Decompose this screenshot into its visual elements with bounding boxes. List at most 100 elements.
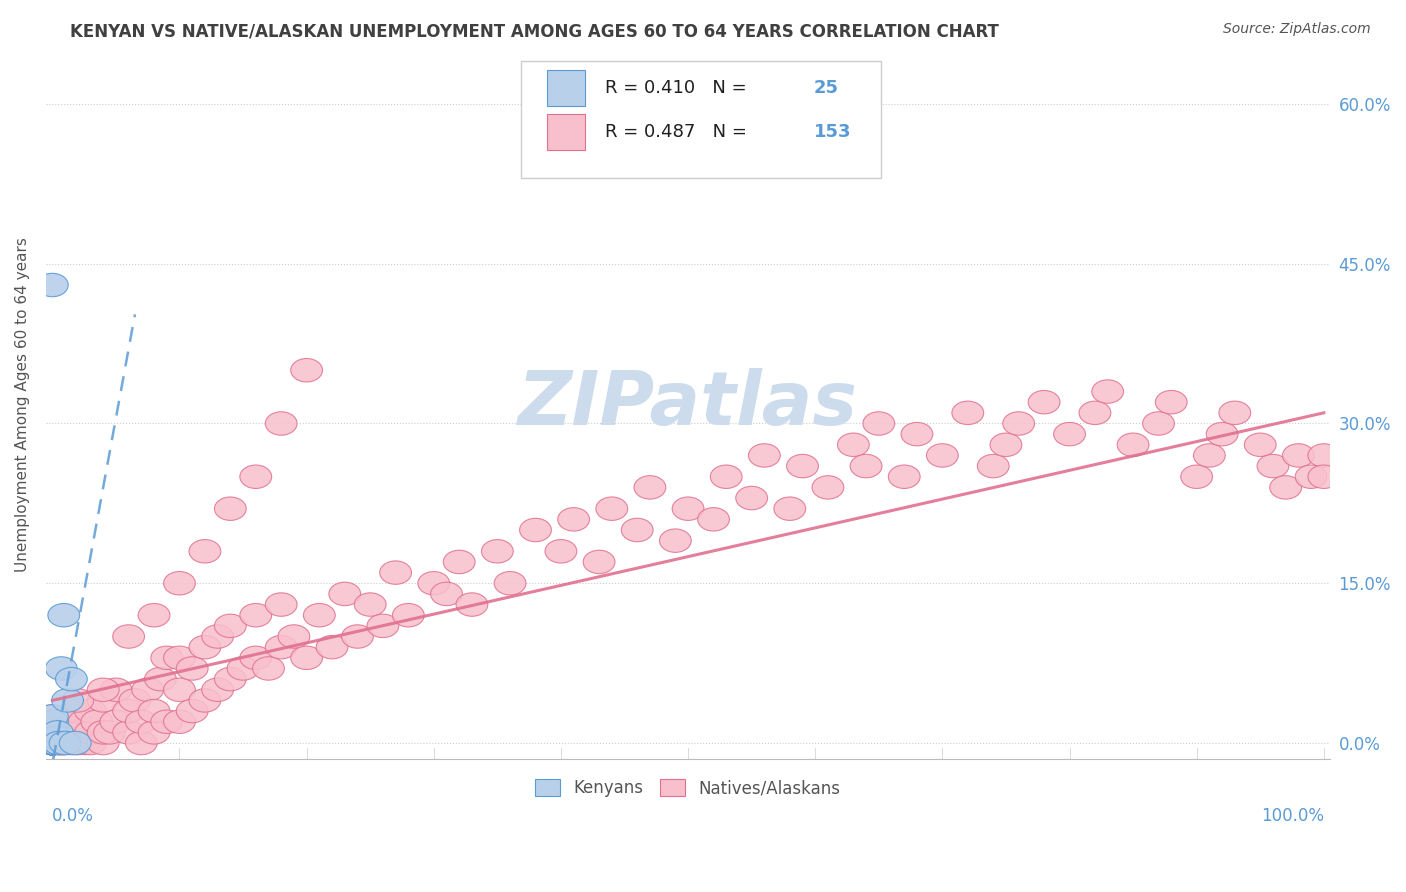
Ellipse shape [380, 561, 412, 584]
Ellipse shape [291, 646, 322, 670]
Ellipse shape [838, 434, 869, 457]
Ellipse shape [342, 624, 374, 648]
Ellipse shape [37, 721, 69, 744]
Ellipse shape [87, 689, 120, 712]
Ellipse shape [228, 657, 259, 681]
Ellipse shape [112, 699, 145, 723]
Ellipse shape [138, 721, 170, 744]
Ellipse shape [49, 731, 82, 755]
Ellipse shape [163, 678, 195, 701]
Ellipse shape [851, 454, 882, 478]
Ellipse shape [37, 726, 69, 749]
Bar [547, 114, 585, 150]
Ellipse shape [304, 604, 335, 627]
Ellipse shape [37, 731, 69, 755]
Ellipse shape [49, 710, 82, 733]
Ellipse shape [176, 657, 208, 681]
Ellipse shape [240, 646, 271, 670]
Ellipse shape [37, 723, 69, 747]
Ellipse shape [558, 508, 589, 531]
Ellipse shape [37, 731, 69, 755]
Ellipse shape [62, 721, 94, 744]
Ellipse shape [240, 465, 271, 489]
Ellipse shape [188, 540, 221, 563]
Ellipse shape [150, 710, 183, 733]
Ellipse shape [37, 731, 69, 755]
Ellipse shape [266, 635, 297, 659]
Ellipse shape [49, 721, 82, 744]
Ellipse shape [163, 572, 195, 595]
Ellipse shape [583, 550, 614, 574]
Ellipse shape [37, 705, 69, 728]
Ellipse shape [69, 710, 100, 733]
Ellipse shape [37, 731, 69, 755]
Ellipse shape [112, 721, 145, 744]
Ellipse shape [1092, 380, 1123, 403]
Ellipse shape [59, 731, 91, 755]
Ellipse shape [1118, 434, 1149, 457]
Ellipse shape [55, 667, 87, 690]
Ellipse shape [1295, 465, 1327, 489]
Ellipse shape [37, 715, 69, 739]
Ellipse shape [37, 731, 69, 755]
Ellipse shape [596, 497, 627, 520]
Ellipse shape [37, 731, 69, 755]
Ellipse shape [773, 497, 806, 520]
Ellipse shape [37, 731, 69, 755]
Ellipse shape [37, 719, 69, 742]
Ellipse shape [37, 731, 69, 755]
Ellipse shape [240, 604, 271, 627]
Text: R = 0.410   N =: R = 0.410 N = [605, 78, 752, 97]
Ellipse shape [1270, 475, 1302, 500]
Ellipse shape [37, 731, 69, 755]
Ellipse shape [100, 678, 132, 701]
Ellipse shape [37, 723, 69, 747]
Ellipse shape [75, 731, 107, 755]
Ellipse shape [45, 657, 77, 681]
Ellipse shape [990, 434, 1022, 457]
Ellipse shape [163, 646, 195, 670]
Ellipse shape [188, 689, 221, 712]
Ellipse shape [710, 465, 742, 489]
Ellipse shape [901, 423, 932, 446]
Ellipse shape [1002, 412, 1035, 435]
Ellipse shape [215, 615, 246, 638]
Bar [547, 70, 585, 105]
Ellipse shape [37, 731, 69, 755]
Text: 25: 25 [814, 78, 839, 97]
Ellipse shape [1143, 412, 1174, 435]
Ellipse shape [215, 667, 246, 690]
Ellipse shape [201, 624, 233, 648]
Ellipse shape [37, 721, 69, 744]
Ellipse shape [55, 710, 87, 733]
Ellipse shape [1282, 443, 1315, 467]
Ellipse shape [659, 529, 692, 552]
Text: ZIPatlas: ZIPatlas [517, 368, 858, 442]
Ellipse shape [125, 710, 157, 733]
Ellipse shape [37, 731, 69, 755]
Ellipse shape [430, 582, 463, 606]
Ellipse shape [1078, 401, 1111, 425]
Ellipse shape [1308, 443, 1340, 467]
Ellipse shape [82, 710, 112, 733]
Ellipse shape [494, 572, 526, 595]
Ellipse shape [392, 604, 425, 627]
Ellipse shape [621, 518, 654, 541]
Ellipse shape [62, 689, 94, 712]
Ellipse shape [37, 731, 69, 755]
Ellipse shape [813, 475, 844, 500]
Ellipse shape [546, 540, 576, 563]
Ellipse shape [37, 273, 69, 297]
Ellipse shape [37, 731, 69, 755]
Text: R = 0.487   N =: R = 0.487 N = [605, 123, 752, 141]
Ellipse shape [42, 721, 73, 744]
Ellipse shape [735, 486, 768, 509]
Ellipse shape [672, 497, 704, 520]
Ellipse shape [418, 572, 450, 595]
Ellipse shape [75, 699, 107, 723]
Ellipse shape [42, 731, 75, 755]
Ellipse shape [520, 518, 551, 541]
Ellipse shape [120, 689, 150, 712]
Ellipse shape [37, 712, 69, 736]
Ellipse shape [37, 731, 69, 755]
